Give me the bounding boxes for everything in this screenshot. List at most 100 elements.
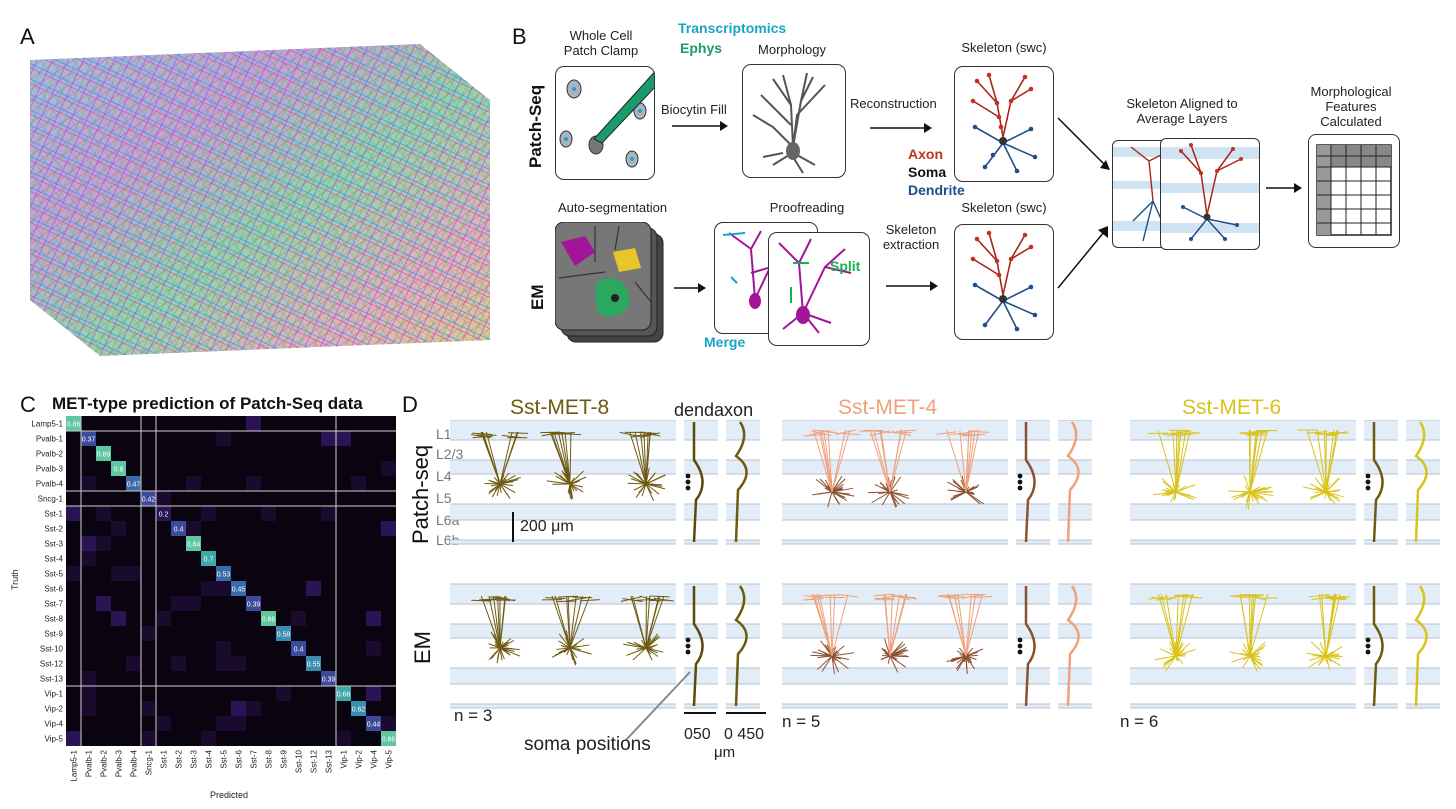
heatmap-cell — [336, 551, 351, 566]
row-tick-label: Pvalb-3 — [36, 465, 64, 474]
heatmap-cell — [366, 431, 381, 446]
heatmap-cell — [231, 656, 246, 671]
n-label-3: n = 6 — [1120, 712, 1159, 731]
heatmap-cell — [351, 551, 366, 566]
heatmap-cell — [381, 566, 396, 581]
row-tick-label: Sst-9 — [44, 630, 63, 639]
heatmap-cell — [111, 701, 126, 716]
heatmap-cell — [306, 506, 321, 521]
heatmap-cell — [366, 611, 381, 626]
heatmap-cell — [126, 716, 141, 731]
heatmap-cell — [186, 476, 201, 491]
heatmap-cell — [156, 701, 171, 716]
heatmap-cell — [261, 731, 276, 746]
heatmap-cell — [186, 626, 201, 641]
heatmap-cell — [141, 611, 156, 626]
heatmap-cell — [81, 701, 96, 716]
dendrite-histogram — [685, 422, 704, 543]
heatmap-cell — [336, 731, 351, 746]
heatmap-diag-cell — [216, 566, 231, 581]
heatmap-cell — [261, 641, 276, 656]
heatmap-cell — [216, 716, 231, 731]
heatmap-cell — [96, 731, 111, 746]
heatmap-cell — [231, 716, 246, 731]
heatmap-cell — [216, 611, 231, 626]
heatmap-cell — [111, 536, 126, 551]
heatmap-cell — [336, 611, 351, 626]
col-tick-label: Sst-7 — [250, 749, 259, 768]
heatmap-cell — [156, 491, 171, 506]
heatmap-diag-cell — [306, 656, 321, 671]
panel-c-letter: C — [20, 392, 36, 417]
heatmap-cell — [231, 671, 246, 686]
heatmap-cell — [81, 716, 96, 731]
heatmap-cell — [216, 521, 231, 536]
layer-bands — [1016, 583, 1050, 709]
neuron-morphology — [860, 429, 917, 508]
heatmap-cell — [276, 701, 291, 716]
heatmap-cell — [231, 641, 246, 656]
panel-a-letter: A — [20, 24, 35, 49]
heatmap-cell — [366, 701, 381, 716]
scalebar — [512, 512, 514, 542]
heatmap-cell — [336, 596, 351, 611]
heatmap-cell — [66, 611, 81, 626]
neuron-morphology — [1229, 593, 1278, 672]
heatmap-cell — [216, 461, 231, 476]
dendrite-label: Dendrite — [908, 182, 965, 198]
heatmap-cell — [216, 476, 231, 491]
layer-bands — [1364, 583, 1398, 709]
heatmap-cell — [66, 551, 81, 566]
heatmap-cell — [321, 716, 336, 731]
heatmap-cell — [171, 701, 186, 716]
neuron-morphology — [803, 429, 860, 508]
heatmap-cell — [276, 596, 291, 611]
heatmap-cell — [291, 566, 306, 581]
heatmap-cell — [321, 536, 336, 551]
heatmap-cell — [306, 686, 321, 701]
heatmap-cell — [336, 416, 351, 431]
heatmap-cell — [351, 446, 366, 461]
heatmap-cell — [366, 566, 381, 581]
neuron-morphology — [619, 431, 666, 502]
heatmap-cell — [246, 641, 261, 656]
col-tick-label: Sst-6 — [235, 749, 244, 768]
col-tick-label: Sst-2 — [175, 749, 184, 768]
heatmap-cell — [96, 476, 111, 491]
heatmap-cell — [66, 656, 81, 671]
heatmap-cell — [96, 536, 111, 551]
diag-value-label: 0.86 — [382, 737, 396, 744]
heatmap-cell — [66, 701, 81, 716]
heatmap-cell — [111, 566, 126, 581]
heatmap-cell — [81, 731, 96, 746]
diag-value-label: 0.84 — [187, 542, 201, 549]
heatmap-cell — [261, 491, 276, 506]
heatmap-cell — [111, 581, 126, 596]
n-label-2: n = 5 — [782, 712, 821, 731]
proofread-neuron-back — [722, 230, 786, 309]
heatmap-diag-cell — [366, 716, 381, 731]
scalebar-label: 200 μm — [520, 518, 574, 535]
aligned-label: Skeleton Aligned to Average Layers — [1126, 96, 1238, 126]
heatmap-diag-cell — [321, 671, 336, 686]
heatmap-cell — [126, 641, 141, 656]
heatmap-cell — [306, 566, 321, 581]
heatmap-cell — [231, 731, 246, 746]
heatmap-cell — [126, 416, 141, 431]
heatmap-cell — [186, 461, 201, 476]
heatmap-cell — [381, 491, 396, 506]
heatmap-cell — [366, 626, 381, 641]
heatmap-cell — [351, 656, 366, 671]
neuron-morphology — [1297, 429, 1349, 505]
heatmap-cell — [366, 476, 381, 491]
neuron-morphology — [802, 593, 859, 674]
heatmap-cell — [261, 701, 276, 716]
heatmap-cell — [141, 506, 156, 521]
heatmap-cell — [171, 476, 186, 491]
heatmap-cell — [381, 521, 396, 536]
heatmap-cell — [276, 521, 291, 536]
axis-ticks-1: 050 — [684, 726, 711, 743]
heatmap-cell — [126, 701, 141, 716]
heatmap-cell — [321, 611, 336, 626]
layer-bands — [684, 583, 718, 709]
